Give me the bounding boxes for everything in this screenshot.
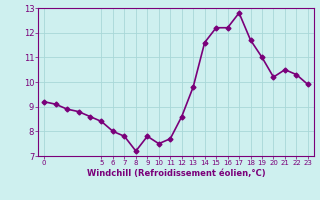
X-axis label: Windchill (Refroidissement éolien,°C): Windchill (Refroidissement éolien,°C) bbox=[87, 169, 265, 178]
